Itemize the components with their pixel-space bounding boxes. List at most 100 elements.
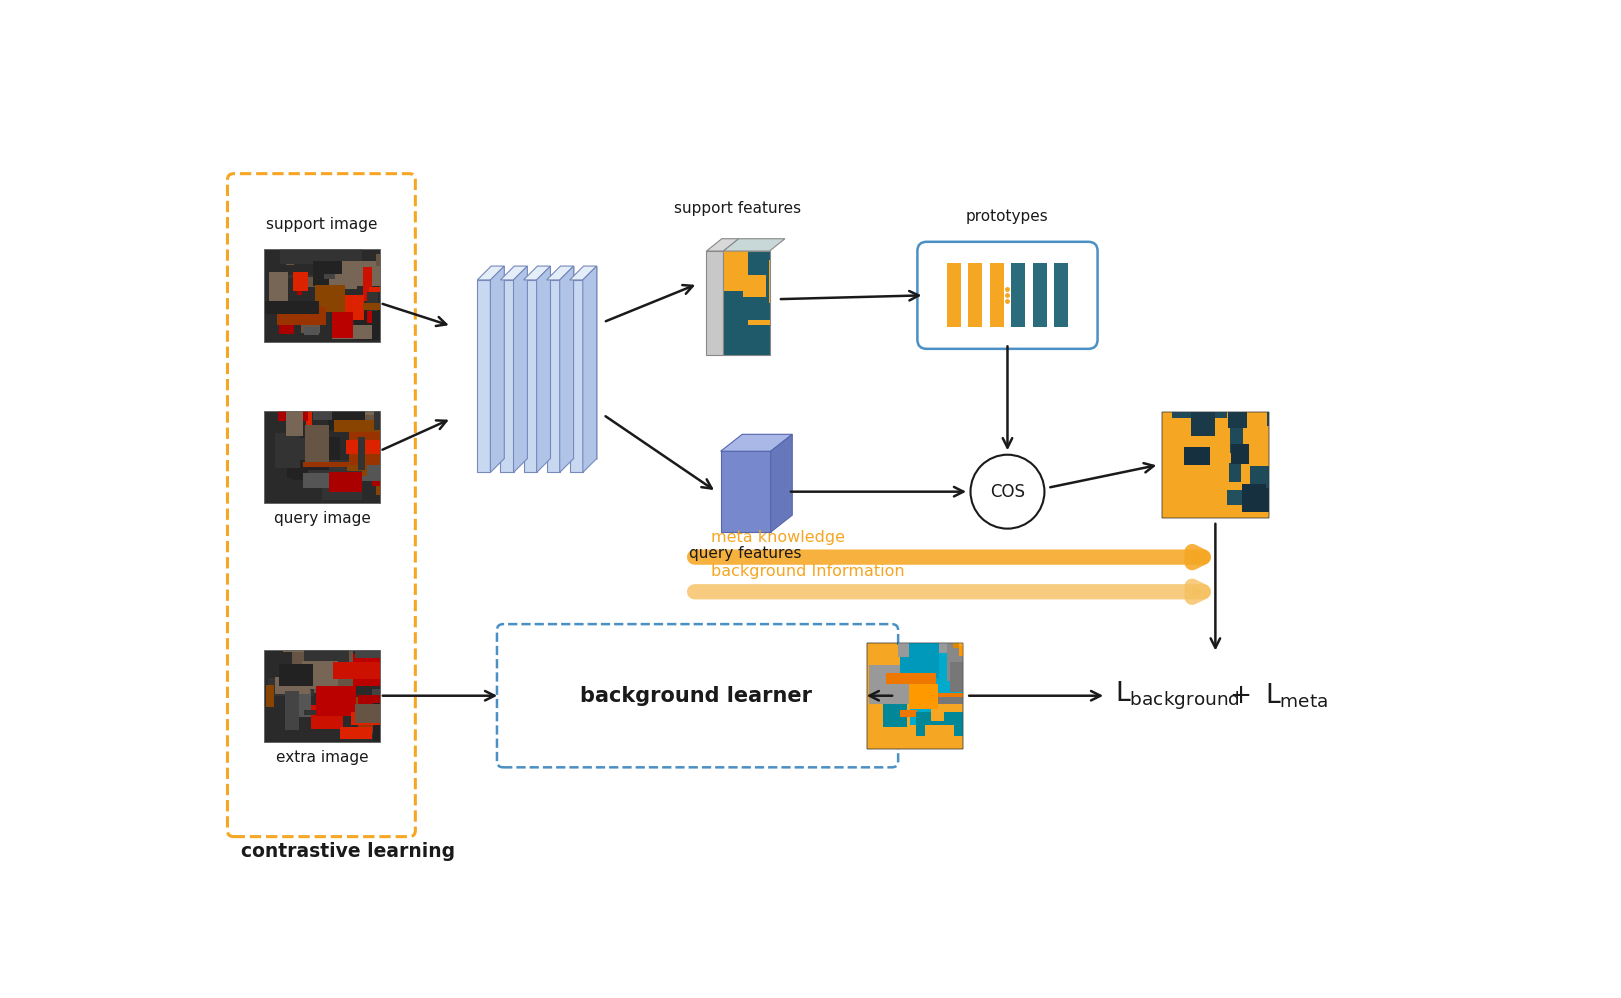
Polygon shape <box>332 662 379 680</box>
Polygon shape <box>950 663 963 692</box>
Polygon shape <box>911 706 935 726</box>
Polygon shape <box>742 275 767 297</box>
Polygon shape <box>329 411 365 430</box>
Polygon shape <box>373 703 379 742</box>
Text: COS: COS <box>990 483 1024 501</box>
Polygon shape <box>316 687 357 716</box>
Polygon shape <box>721 434 793 451</box>
Polygon shape <box>302 661 337 689</box>
FancyBboxPatch shape <box>1162 411 1269 518</box>
Polygon shape <box>1266 411 1269 426</box>
FancyBboxPatch shape <box>501 279 514 472</box>
Circle shape <box>971 455 1044 529</box>
Polygon shape <box>900 643 939 678</box>
Polygon shape <box>339 261 379 286</box>
Polygon shape <box>1266 470 1269 488</box>
Polygon shape <box>358 437 365 470</box>
Polygon shape <box>306 411 311 427</box>
Polygon shape <box>869 665 917 704</box>
Polygon shape <box>1180 411 1204 414</box>
Polygon shape <box>707 251 723 355</box>
Polygon shape <box>282 650 336 653</box>
Polygon shape <box>1191 411 1214 436</box>
Polygon shape <box>747 320 770 325</box>
Polygon shape <box>584 266 597 472</box>
Polygon shape <box>303 473 353 488</box>
Text: prototypes: prototypes <box>966 210 1049 225</box>
Polygon shape <box>742 251 746 288</box>
Polygon shape <box>349 429 379 465</box>
Polygon shape <box>303 710 340 716</box>
Polygon shape <box>1230 411 1243 453</box>
Polygon shape <box>373 411 379 430</box>
Polygon shape <box>371 464 379 486</box>
Polygon shape <box>723 251 747 290</box>
Polygon shape <box>922 654 963 693</box>
Polygon shape <box>303 650 349 667</box>
Polygon shape <box>353 305 379 339</box>
FancyBboxPatch shape <box>264 650 379 742</box>
Polygon shape <box>376 486 379 495</box>
Polygon shape <box>883 680 908 728</box>
Polygon shape <box>292 437 340 480</box>
Polygon shape <box>358 695 379 704</box>
Polygon shape <box>274 274 327 278</box>
Polygon shape <box>303 462 349 467</box>
Text: $\mathrm{L}_{\mathrm{background}}$: $\mathrm{L}_{\mathrm{background}}$ <box>1115 680 1240 712</box>
Polygon shape <box>376 254 379 266</box>
Polygon shape <box>332 295 363 320</box>
Polygon shape <box>368 283 371 323</box>
Polygon shape <box>279 665 313 686</box>
FancyArrowPatch shape <box>694 586 1203 598</box>
Polygon shape <box>336 705 376 713</box>
FancyBboxPatch shape <box>1054 263 1068 327</box>
Polygon shape <box>1229 463 1240 482</box>
Polygon shape <box>916 713 963 736</box>
FancyBboxPatch shape <box>514 266 527 458</box>
FancyBboxPatch shape <box>917 242 1097 349</box>
Text: $\mathrm{L}_{\mathrm{meta}}$: $\mathrm{L}_{\mathrm{meta}}$ <box>1266 682 1329 710</box>
Polygon shape <box>1185 447 1211 464</box>
Polygon shape <box>723 239 785 251</box>
Polygon shape <box>334 700 355 713</box>
FancyBboxPatch shape <box>477 279 491 472</box>
Polygon shape <box>287 411 303 436</box>
FancyBboxPatch shape <box>1012 263 1024 327</box>
Polygon shape <box>355 650 379 658</box>
Polygon shape <box>371 266 379 275</box>
Polygon shape <box>1172 411 1227 417</box>
Polygon shape <box>909 685 937 709</box>
Polygon shape <box>292 652 334 684</box>
Polygon shape <box>277 306 326 325</box>
Polygon shape <box>373 690 379 734</box>
Polygon shape <box>266 686 274 707</box>
FancyBboxPatch shape <box>264 411 379 503</box>
Polygon shape <box>378 705 379 715</box>
FancyBboxPatch shape <box>569 279 584 472</box>
Polygon shape <box>376 411 379 418</box>
Polygon shape <box>324 274 336 279</box>
Polygon shape <box>559 266 574 472</box>
Polygon shape <box>339 411 376 415</box>
Polygon shape <box>332 411 379 420</box>
Polygon shape <box>345 655 379 687</box>
FancyBboxPatch shape <box>867 643 963 748</box>
Polygon shape <box>926 643 963 682</box>
Polygon shape <box>1229 411 1247 428</box>
FancyBboxPatch shape <box>990 263 1003 327</box>
Polygon shape <box>930 704 945 722</box>
FancyBboxPatch shape <box>721 451 770 532</box>
FancyBboxPatch shape <box>723 251 770 355</box>
Polygon shape <box>491 266 504 472</box>
Polygon shape <box>569 266 597 279</box>
Polygon shape <box>896 643 922 645</box>
Polygon shape <box>728 251 733 275</box>
Polygon shape <box>279 303 295 334</box>
Text: extra image: extra image <box>276 749 368 764</box>
Polygon shape <box>340 728 373 740</box>
FancyBboxPatch shape <box>968 263 982 327</box>
Polygon shape <box>514 266 527 472</box>
Polygon shape <box>339 697 376 707</box>
FancyBboxPatch shape <box>491 266 504 458</box>
Polygon shape <box>289 691 311 718</box>
